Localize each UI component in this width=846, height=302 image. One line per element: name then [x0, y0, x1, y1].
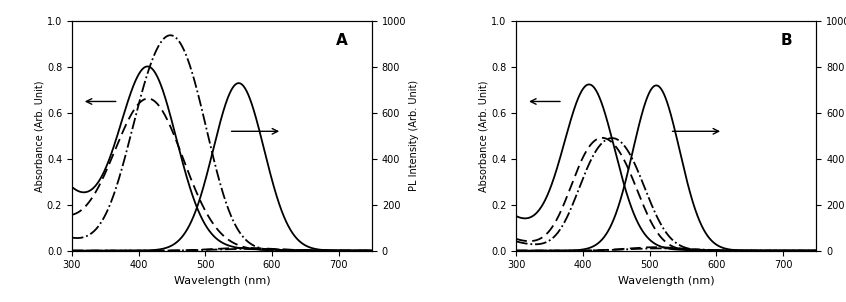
Y-axis label: Absorbance (Arb. Unit): Absorbance (Arb. Unit): [34, 80, 44, 192]
Text: A: A: [336, 33, 348, 48]
Y-axis label: Absorbance (Arb. Unit): Absorbance (Arb. Unit): [478, 80, 488, 192]
X-axis label: Wavelength (nm): Wavelength (nm): [173, 276, 271, 286]
Y-axis label: PL Intensity (Arb. Unit): PL Intensity (Arb. Unit): [409, 80, 419, 191]
Text: B: B: [780, 33, 792, 48]
X-axis label: Wavelength (nm): Wavelength (nm): [618, 276, 715, 286]
